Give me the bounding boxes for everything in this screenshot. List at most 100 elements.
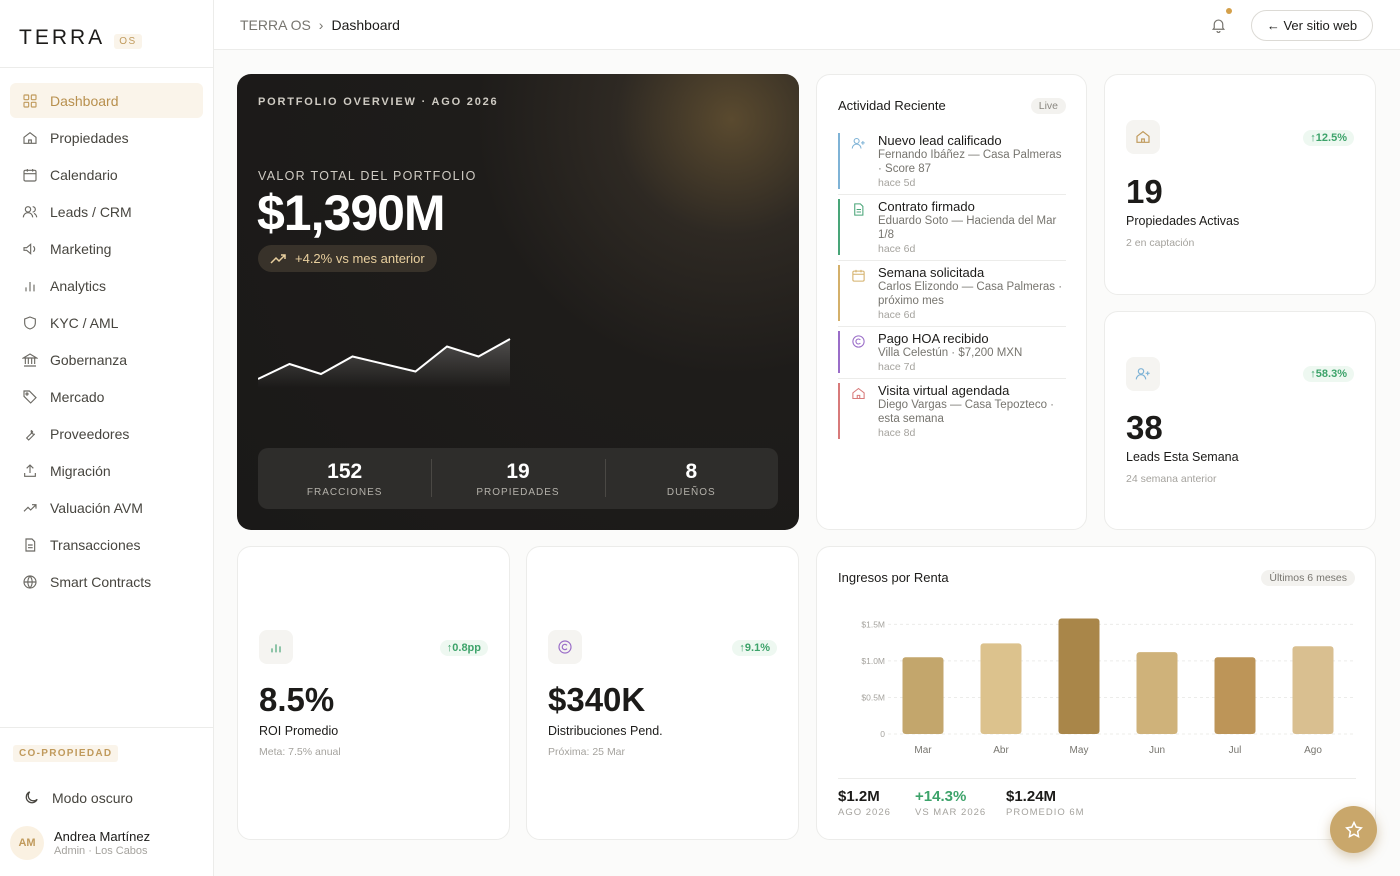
activity-title: Actividad Reciente [838, 98, 946, 113]
sidebar-item-marketing[interactable]: Marketing [10, 231, 203, 266]
x-tick-label: Jul [1229, 745, 1242, 756]
stat-label: PROPIEDADES [476, 486, 560, 498]
activity-item[interactable]: Semana solicitada Carlos Elizondo — Casa … [838, 265, 1066, 321]
document-icon [854, 203, 864, 216]
stat-label: AGO 2026 [838, 807, 891, 818]
view-site-button[interactable]: ← Ver sitio web [1251, 10, 1373, 41]
change-badge: +4.2% vs mes anterior [258, 245, 437, 272]
revenue-stat-change: +14.3% VS MAR 2026 [915, 788, 986, 818]
divider [838, 778, 1356, 779]
kpi-distribuciones-card[interactable]: ↑9.1% $340K Distribuciones Pend. Próxima… [526, 546, 799, 840]
sidebar-item-analytics[interactable]: Analytics [10, 268, 203, 303]
sidebar-item-transacciones[interactable]: Transacciones [10, 527, 203, 562]
bar-may[interactable] [1058, 618, 1100, 734]
stat-value: 8 [685, 459, 698, 483]
divider [838, 378, 1066, 379]
y-tick-label: $1.0M [861, 656, 885, 666]
kpi-badge: ↑58.3% [1303, 366, 1354, 382]
revenue-period-tag[interactable]: Últimos 6 meses [1261, 570, 1355, 586]
stat-fracciones: 152 FRACCIONES [258, 448, 431, 509]
sidebar-item-valuación-avm[interactable]: Valuación AVM [10, 490, 203, 525]
sparkline-area [258, 339, 510, 388]
sidebar-item-smart-contracts[interactable]: Smart Contracts [10, 564, 203, 599]
trend-up-icon [23, 503, 37, 512]
home-icon [1126, 120, 1160, 154]
activity-title: Visita virtual agendada [878, 383, 1010, 398]
activity-item[interactable]: Pago HOA recibido Villa Celestún · $7,200… [838, 331, 1066, 373]
activity-item[interactable]: Visita virtual agendada Diego Vargas — Ca… [838, 383, 1066, 439]
sidebar-item-calendario[interactable]: Calendario [10, 157, 203, 192]
kpi-roi-card[interactable]: ↑0.8pp 8.5% ROI Promedio Meta: 7.5% anua… [237, 546, 510, 840]
stat-label: FRACCIONES [306, 486, 383, 498]
bar-abr[interactable] [980, 643, 1022, 734]
sidebar-item-proveedores[interactable]: Proveedores [10, 416, 203, 451]
dark-mode-toggle[interactable]: Modo oscuro [23, 789, 133, 806]
sidebar-item-label: Leads / CRM [50, 203, 132, 220]
avatar: AM [10, 826, 44, 860]
bar-mar[interactable] [902, 657, 944, 734]
sidebar-item-mercado[interactable]: Mercado [10, 379, 203, 414]
revenue-stat-current: $1.2M AGO 2026 [838, 788, 891, 818]
bar-ago[interactable] [1292, 646, 1334, 734]
activity-time: hace 7d [878, 361, 916, 373]
sidebar-item-label: Dashboard [50, 92, 119, 109]
sidebar-item-label: Valuación AVM [50, 499, 143, 516]
sidebar-nav: Dashboard Propiedades Calendario Leads / CR… [10, 83, 203, 601]
activity-item[interactable]: Contrato firmado Eduardo Soto — Hacienda … [838, 199, 1066, 255]
favorites-fab[interactable] [1330, 806, 1377, 853]
section-label: CO-PROPIEDAD [13, 745, 119, 762]
divider [838, 326, 1066, 327]
kpi-badge: ↑9.1% [732, 640, 777, 656]
revenue-stat-average: $1.24M PROMEDIO 6M [1006, 788, 1085, 818]
kpi-value: 19 [1126, 173, 1163, 210]
y-tick-label: $1.5M [861, 619, 885, 629]
sidebar-item-dashboard[interactable]: Dashboard [10, 83, 203, 118]
user-role: Admin · Los Cabos [54, 845, 148, 857]
divider [0, 727, 213, 728]
sidebar-item-label: Mercado [50, 388, 105, 405]
x-tick-label: Mar [914, 745, 932, 756]
divider [838, 194, 1066, 195]
live-badge: Live [1030, 98, 1066, 114]
activity-desc: Fernando Ibáñez — Casa Palmeras · Score … [878, 149, 1062, 175]
stat-label: DUEÑOS [666, 486, 716, 498]
home-icon [23, 131, 37, 144]
kpi-badge: ↑0.8pp [439, 640, 488, 656]
kpi-label: ROI Promedio [259, 724, 339, 738]
megaphone-icon [23, 242, 36, 255]
kpi-sub: 2 en captación [1126, 237, 1195, 249]
stat-value: +14.3% [915, 788, 967, 805]
sidebar-item-leads-crm[interactable]: Leads / CRM [10, 194, 203, 229]
breadcrumb-root[interactable]: TERRA OS [240, 17, 311, 33]
bar-jul[interactable] [1214, 657, 1256, 734]
bar-chart-icon [25, 281, 35, 291]
x-tick-label: Abr [993, 745, 1009, 756]
activity-desc: Diego Vargas — Casa Tepozteco · esta sem… [878, 399, 1054, 425]
user-plus-icon [1126, 357, 1160, 391]
x-tick-label: May [1070, 745, 1089, 756]
x-tick-label: Ago [1304, 745, 1322, 756]
logo[interactable]: TERRA OS [19, 26, 142, 50]
sidebar-item-kyc-aml[interactable]: KYC / AML [10, 305, 203, 340]
sidebar-item-propiedades[interactable]: Propiedades [10, 120, 203, 155]
kpi-propiedades-card[interactable]: ↑12.5% 19 Propiedades Activas 2 en capta… [1104, 74, 1376, 295]
activity-title: Pago HOA recibido [878, 331, 989, 346]
activity-item[interactable]: Nuevo lead calificado Fernando Ibáñez — C… [838, 133, 1066, 189]
sidebar: TERRA OS Dashboard Propiedades Calendario L… [0, 0, 214, 876]
notifications-button[interactable] [1210, 8, 1232, 39]
bar-jun[interactable] [1136, 652, 1178, 734]
value-label: VALOR TOTAL DEL PORTFOLIO [258, 169, 477, 183]
document-icon [25, 537, 36, 552]
user-profile[interactable]: AM Andrea Martínez Admin · Los Cabos [10, 826, 150, 860]
stat-label: VS MAR 2026 [915, 807, 987, 818]
activity-desc: Carlos Elizondo — Casa Palmeras · próxim… [878, 281, 1063, 307]
tag-icon [23, 389, 37, 404]
x-tick-label: Jun [1149, 745, 1165, 756]
kpi-label: Propiedades Activas [1126, 214, 1240, 228]
kpi-leads-card[interactable]: ↑58.3% 38 Leads Esta Semana 24 semana an… [1104, 311, 1376, 530]
sidebar-item-label: Proveedores [50, 425, 130, 442]
notification-dot [1226, 8, 1232, 14]
sidebar-item-migración[interactable]: Migración [10, 453, 203, 488]
sidebar-item-gobernanza[interactable]: Gobernanza [10, 342, 203, 377]
kpi-value: $340K [548, 681, 646, 718]
